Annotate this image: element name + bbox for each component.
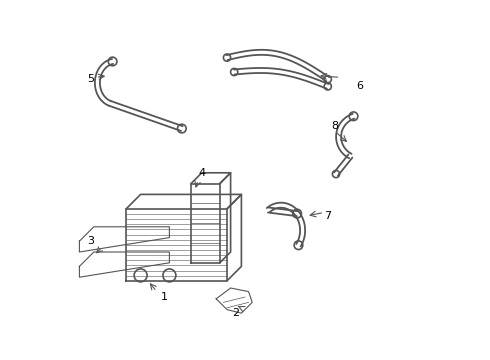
Text: 5: 5 <box>87 74 94 84</box>
Text: 1: 1 <box>161 292 168 302</box>
Text: 2: 2 <box>232 308 240 318</box>
Text: 8: 8 <box>331 121 339 131</box>
Text: 3: 3 <box>87 236 94 246</box>
Text: 4: 4 <box>198 168 205 178</box>
Text: 7: 7 <box>324 211 331 221</box>
Text: 6: 6 <box>357 81 364 91</box>
